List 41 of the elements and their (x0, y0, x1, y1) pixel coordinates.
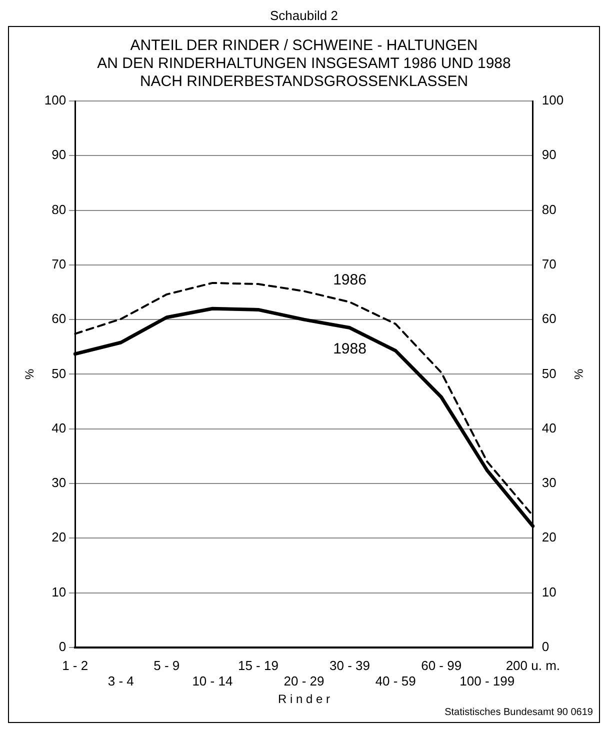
y-tick-label: 50 (52, 366, 66, 381)
series-label: 1986 (333, 272, 366, 289)
x-tick-label: 5 - 9 (154, 658, 180, 673)
y2-tick-label: 10 (542, 584, 556, 600)
text: Schaubild 2 (269, 8, 339, 25)
y2-tick-label: 80 (542, 202, 556, 217)
x-tick-label: 1 - 2 (62, 658, 88, 673)
y2-tick-label: 20 (542, 530, 556, 545)
y2-tick-label: 90 (542, 147, 556, 162)
x-tick-label: 40 - 59 (375, 673, 416, 688)
x-tick-label: 30 - 39 (330, 658, 370, 673)
x-tick-label: 10 - 14 (192, 673, 233, 688)
x-tick-label: 60 - 99 (421, 658, 462, 673)
y2-tick-label: 0 (542, 638, 550, 654)
y2-tick-label: 50 (542, 366, 556, 381)
y2-tick-label: 100 (542, 92, 564, 108)
y-tick-label: 30 (52, 475, 66, 490)
y-tick-label: 10 (52, 584, 66, 600)
y-tick-label: 80 (52, 202, 66, 217)
y-tick-label: 100 (44, 92, 66, 108)
chart-title: ANTEIL DER RINDER / SCHWEINE - HALTUNGEN AN DEN RINDERHALTUNGEN INSGESAMT 1986 UND 1988 NACH RINDERBESTANDSGROSSENKLASSEN (97, 37, 511, 90)
x-tick-label: 3 - 4 (108, 673, 134, 688)
y-tick-label: 0 (58, 638, 66, 654)
x-axis-title: R i n d e r (278, 692, 330, 706)
y-tick-label: 40 (52, 420, 66, 436)
y2-tick-label: 60 (542, 311, 556, 326)
text: Statistisches Bundesamt 90 0619 (444, 707, 594, 720)
series-label: 1988 (333, 340, 366, 358)
y2-axis-title: % (571, 368, 586, 380)
y-tick-label: 20 (52, 530, 66, 545)
y-tick-label: 90 (52, 147, 66, 162)
x-tick-label: 15 - 19 (238, 658, 278, 673)
y-tick-label: 60 (52, 311, 66, 326)
y2-tick-label: 70 (542, 256, 556, 272)
y2-tick-label: 40 (542, 420, 556, 436)
y2-tick-label: 30 (542, 475, 556, 490)
x-tick-label: 200 u. m. (506, 658, 560, 673)
x-tick-label: 20 - 29 (284, 673, 324, 688)
x-tick-label: 100 - 199 (460, 673, 515, 688)
y-tick-label: 70 (52, 256, 66, 272)
y-axis-title: % (22, 368, 37, 380)
